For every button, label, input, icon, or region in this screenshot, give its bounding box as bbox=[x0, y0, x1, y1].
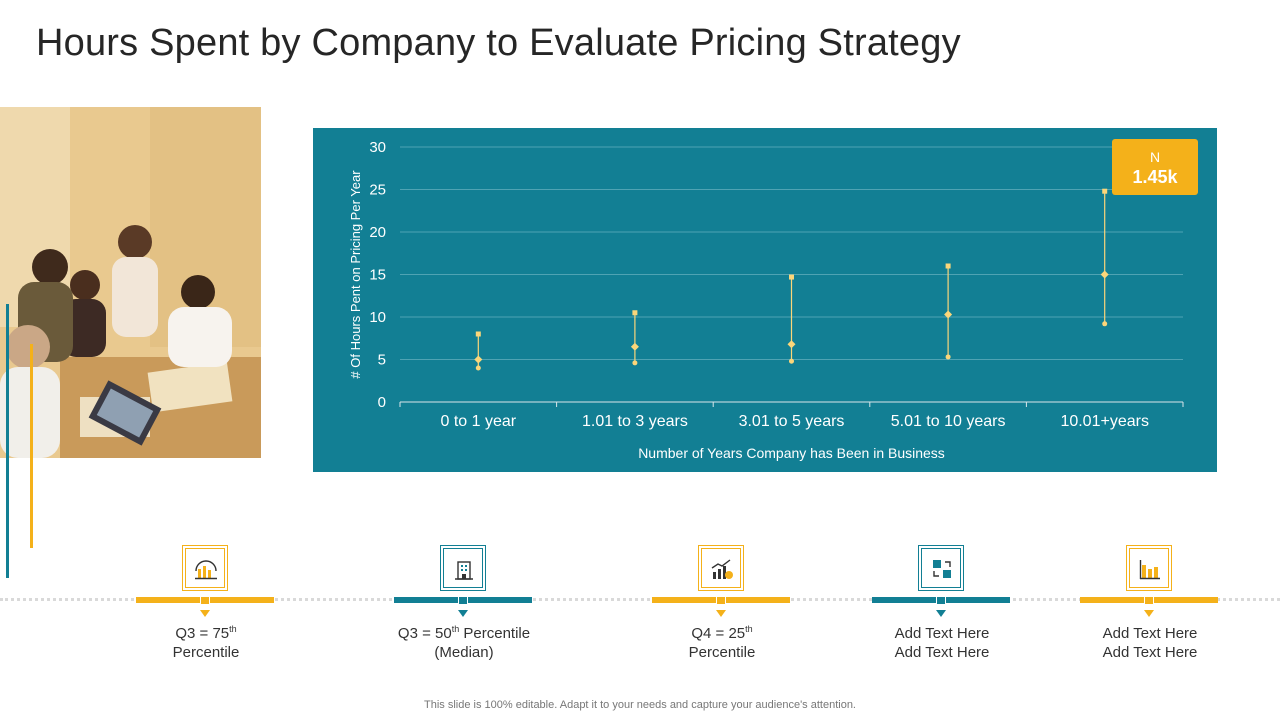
building-icon bbox=[455, 561, 473, 580]
median-marker bbox=[944, 310, 953, 319]
step-label-line2: Percentile bbox=[172, 644, 240, 661]
median-marker bbox=[1100, 270, 1109, 279]
low-marker bbox=[945, 354, 951, 360]
step-label: Q3 = 50th Percentile (Median) bbox=[374, 624, 554, 662]
step-label: Q3 = 75th Percentile bbox=[116, 624, 296, 662]
step-label-superscript: th bbox=[229, 624, 237, 634]
step-label-line2: Add Text Here bbox=[1102, 644, 1198, 661]
team-meeting-photo bbox=[0, 107, 261, 458]
high-marker bbox=[632, 310, 638, 316]
step-pointer bbox=[458, 610, 468, 617]
x-tick-label: 1.01 to 3 years bbox=[582, 413, 688, 430]
high-marker bbox=[1102, 188, 1108, 194]
n-badge-label: N bbox=[1149, 149, 1161, 165]
y-tick-label: 25 bbox=[369, 182, 386, 199]
step-label-superscript: th bbox=[745, 624, 753, 634]
high-low-chart: 0 5 10 15 20 25 30 0 to 1 year 1.01 to 3 years 3.… bbox=[348, 139, 1184, 461]
step-label: Q4 = 25th Percentile bbox=[632, 624, 812, 662]
step-label-line1: Q3 = 50 bbox=[397, 625, 452, 642]
y-tick-label: 30 bbox=[369, 139, 386, 156]
step-label-superscript: th bbox=[451, 624, 460, 634]
step-pointer bbox=[1144, 610, 1154, 617]
accent-line-yellow bbox=[30, 344, 33, 548]
y-tick-label: 20 bbox=[369, 224, 386, 241]
step-label-line1: Q4 = 25 bbox=[691, 625, 746, 642]
step-label-line2: Add Text Here bbox=[894, 644, 990, 661]
high-marker bbox=[475, 331, 481, 337]
accent-line-teal bbox=[6, 304, 9, 578]
y-tick-label: 10 bbox=[369, 309, 386, 326]
step-pointer bbox=[936, 610, 946, 617]
step-pointer bbox=[200, 610, 210, 617]
footer-note: This slide is 100% editable. Adapt it to… bbox=[424, 699, 856, 711]
step-icon-box bbox=[698, 545, 744, 591]
x-tick-label: 3.01 to 5 years bbox=[739, 413, 845, 430]
step-marker bbox=[936, 596, 946, 605]
x-tick-label: 0 to 1 year bbox=[440, 413, 516, 430]
x-tick-label: 10.01+years bbox=[1060, 413, 1149, 430]
page-title: Hours Spent by Company to Evaluate Prici… bbox=[36, 22, 961, 64]
x-axis-title: Number of Years Company has Been in Busi… bbox=[638, 445, 945, 461]
growth-chart-icon bbox=[711, 559, 733, 579]
y-tick-label: 0 bbox=[378, 394, 386, 411]
step-icon-box bbox=[918, 545, 964, 591]
step-label-line2: (Median) bbox=[434, 644, 494, 661]
step-label-line1: Add Text Here bbox=[894, 625, 990, 642]
step-label-line1: Q3 = 75 bbox=[175, 625, 230, 642]
n-badge-value: 1.45k bbox=[1132, 167, 1178, 187]
step-label: Add Text Here Add Text Here bbox=[1060, 624, 1240, 662]
step-label: Add Text Here Add Text Here bbox=[852, 624, 1032, 662]
x-tick-label: 5.01 to 10 years bbox=[891, 413, 1006, 430]
step-pointer bbox=[716, 610, 726, 617]
high-marker bbox=[945, 263, 951, 269]
step-label-suffix: Percentile bbox=[459, 625, 531, 642]
step-label-line2: Percentile bbox=[688, 644, 756, 661]
y-tick-label: 15 bbox=[369, 267, 386, 284]
step-marker bbox=[458, 596, 468, 605]
step-icon-box bbox=[182, 545, 228, 591]
chart-panel: 0 5 10 15 20 25 30 0 to 1 year 1.01 to 3 years 3.… bbox=[313, 128, 1217, 472]
median-marker bbox=[630, 342, 639, 351]
step-icon-box bbox=[440, 545, 486, 591]
low-marker bbox=[1102, 321, 1108, 327]
median-marker bbox=[474, 355, 483, 364]
median-marker bbox=[787, 340, 796, 349]
bar-chart-icon bbox=[1139, 560, 1160, 580]
step-marker bbox=[716, 596, 726, 605]
y-axis-title: # Of Hours Pent on Pricing Per Year bbox=[348, 170, 363, 379]
n-badge: N 1.45k bbox=[1112, 139, 1198, 195]
exchange-icon bbox=[933, 560, 951, 578]
low-marker bbox=[789, 358, 794, 364]
low-marker bbox=[632, 360, 638, 366]
step-marker bbox=[1144, 596, 1154, 605]
high-marker bbox=[789, 274, 794, 280]
step-icon-box bbox=[1126, 545, 1172, 591]
chart-magnifier-icon bbox=[195, 560, 217, 580]
step-marker bbox=[200, 596, 210, 605]
low-marker bbox=[475, 365, 481, 371]
step-label-line1: Add Text Here bbox=[1102, 625, 1198, 642]
timeline-dotted-line bbox=[0, 598, 1280, 601]
y-tick-label: 5 bbox=[378, 352, 386, 369]
